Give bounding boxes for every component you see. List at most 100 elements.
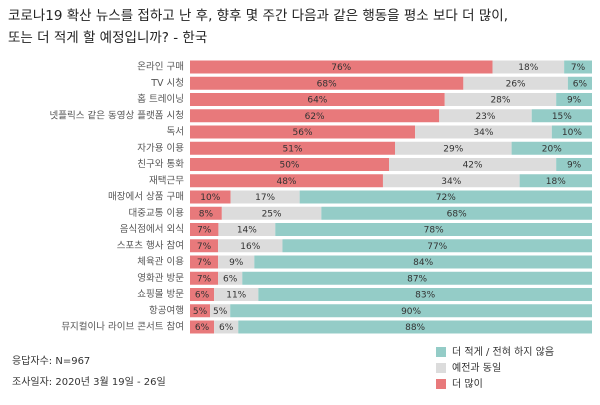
bar-segment	[190, 206, 222, 220]
legend-swatch	[436, 363, 446, 373]
bar-segment	[382, 174, 520, 188]
bar-segment	[190, 271, 219, 285]
value-label: 9%	[567, 161, 582, 171]
value-label: 56%	[293, 128, 313, 138]
value-label: 87%	[407, 274, 427, 284]
value-label: 9%	[229, 258, 244, 268]
value-label: 6%	[195, 323, 210, 333]
y-tick-label: 재택근무	[149, 175, 184, 186]
value-label: 29%	[443, 144, 463, 154]
value-label: 64%	[307, 96, 327, 106]
value-label: 20%	[542, 144, 562, 154]
bar-segment	[389, 158, 557, 171]
note: 응답자수: N=967	[12, 355, 90, 367]
y-tick-label: 온라인 구매	[137, 62, 184, 73]
value-label: 6%	[219, 323, 234, 333]
y-tick-label: 쇼핑몰 방문	[137, 289, 184, 300]
value-label: 26%	[506, 79, 526, 89]
bar-segment	[190, 76, 464, 90]
value-label: 88%	[405, 323, 425, 333]
bar-segment	[218, 239, 283, 253]
bar-segment	[190, 239, 219, 253]
bar-segment	[238, 320, 593, 334]
y-tick-label: 넷플릭스 같은 동영상 플랫폼 시청	[50, 109, 184, 121]
bar-segment	[214, 288, 259, 301]
value-label: 11%	[226, 291, 246, 301]
value-label: 48%	[276, 177, 296, 187]
value-label: 28%	[490, 96, 510, 106]
bar-segment	[218, 223, 276, 236]
value-label: 6%	[195, 291, 210, 301]
bar-segment	[564, 60, 592, 74]
value-label: 16%	[240, 242, 260, 252]
value-label: 62%	[305, 112, 325, 122]
bar-segment	[190, 255, 219, 269]
y-tick-label: 독서	[167, 127, 184, 138]
bar-segment	[511, 141, 592, 155]
bar-segment	[190, 174, 383, 188]
legend-swatch	[436, 347, 446, 357]
value-label: 6%	[223, 274, 238, 284]
bar-segment	[551, 125, 592, 139]
value-label: 7%	[197, 274, 212, 284]
value-label: 7%	[571, 63, 586, 73]
y-tick-label: 뮤지컬이나 라이브 콘서트 참여	[61, 321, 184, 333]
bar-segment	[190, 223, 219, 236]
bar-segment	[190, 288, 215, 301]
bar-segment	[321, 206, 592, 220]
bar-segment	[218, 255, 255, 269]
bar-segment	[439, 109, 532, 123]
y-tick-label: 항공여행	[149, 304, 184, 316]
value-label: 17%	[255, 193, 275, 203]
value-label: 14%	[237, 226, 257, 236]
value-label: 78%	[424, 226, 444, 236]
bar-segment	[190, 320, 215, 334]
value-label: 23%	[475, 112, 495, 122]
chart-title: 또는 더 적게 할 예정입니까? - 한국	[8, 30, 207, 46]
bar-segment	[254, 255, 592, 269]
value-label: 50%	[279, 161, 299, 171]
y-tick-label: 자가용 이용	[137, 143, 184, 154]
value-label: 42%	[463, 161, 483, 171]
bar-segment	[190, 60, 493, 74]
value-label: 68%	[447, 209, 467, 219]
y-tick-label: 체육관 이용	[137, 257, 184, 268]
y-tick-label: TV 시청	[150, 78, 184, 89]
value-label: 72%	[436, 193, 456, 203]
value-label: 68%	[317, 79, 337, 89]
value-label: 83%	[415, 291, 435, 301]
value-label: 90%	[401, 307, 421, 317]
value-label: 10%	[562, 128, 582, 138]
value-label: 9%	[567, 96, 582, 106]
bar-segment	[210, 304, 231, 318]
bar-segment	[190, 141, 396, 155]
value-label: 7%	[197, 242, 212, 252]
value-label: 6%	[573, 79, 588, 89]
value-label: 25%	[262, 209, 282, 219]
value-label: 18%	[546, 177, 566, 187]
bar-segment	[463, 76, 568, 90]
value-label: 76%	[331, 63, 351, 73]
bar-segment	[230, 190, 300, 204]
bar-segment	[444, 93, 557, 106]
y-tick-label: 친구와 통화	[137, 158, 184, 170]
chart-title: 코로나19 확산 뉴스를 접하고 난 후, 향후 몇 주간 다음과 같은 행동을…	[8, 8, 508, 24]
value-label: 84%	[413, 258, 433, 268]
value-label: 51%	[283, 144, 303, 154]
y-tick-label: 음식점에서 외식	[120, 223, 184, 235]
y-tick-label: 홈 트레이닝	[137, 93, 184, 105]
bar-segment	[415, 125, 552, 139]
bar-segment	[190, 109, 440, 123]
value-label: 34%	[441, 177, 461, 187]
bar-segment	[190, 190, 231, 204]
y-tick-label: 매장에서 상품 구매	[108, 192, 184, 203]
bar-segment	[190, 125, 416, 139]
y-tick-label: 스포츠 행사 참여	[117, 239, 184, 251]
legend-label: 더 많이	[452, 378, 483, 390]
legend-swatch	[436, 379, 446, 389]
value-label: 18%	[518, 63, 538, 73]
bar-segment	[214, 320, 239, 334]
value-label: 15%	[552, 112, 572, 122]
bar-segment	[221, 206, 322, 220]
